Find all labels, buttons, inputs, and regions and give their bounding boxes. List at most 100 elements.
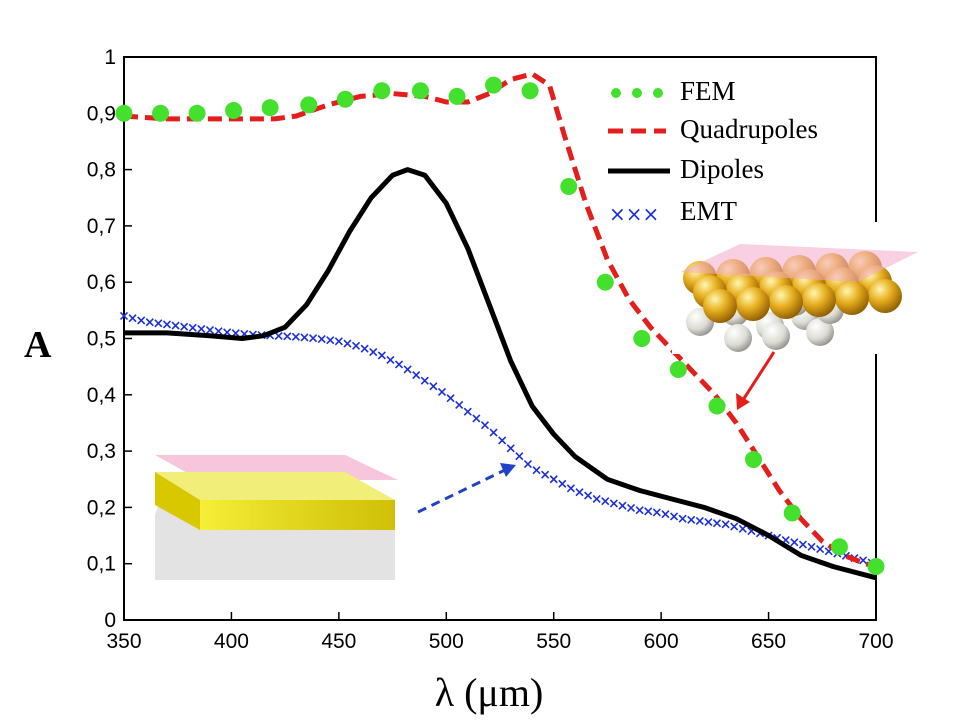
series-quadrupoles-line: [123, 71, 877, 569]
emt-marker: [549, 475, 558, 484]
emt-marker: [635, 506, 644, 515]
emt-marker: [523, 459, 532, 469]
white-sphere: [762, 322, 790, 350]
y-tick-label: 0,1: [87, 553, 116, 576]
emt-marker: [669, 512, 679, 521]
emt-marker: [532, 466, 541, 475]
svg-text:×××: ×××: [609, 202, 659, 226]
y-tick-label: 0: [104, 609, 116, 632]
legend-item-emt: ××× EMT: [609, 196, 738, 226]
fem-point: [783, 504, 801, 522]
emt-marker: [730, 522, 739, 531]
legend-item-dipoles: Dipoles: [608, 154, 764, 184]
legend-item-fem: FEM: [611, 76, 736, 106]
x-tick-label: 700: [858, 630, 893, 653]
emt-marker: [790, 538, 799, 547]
fem-point: [745, 451, 763, 469]
fem-point: [300, 96, 318, 114]
gold-sphere: [769, 285, 803, 319]
emt-marker: [687, 515, 696, 524]
series-dipoles-line: [124, 167, 877, 581]
emt-marker: [343, 339, 352, 348]
emt-marker: [412, 371, 421, 380]
x-tick-label: 450: [321, 630, 356, 653]
fem-point: [830, 538, 848, 556]
emt-marker: [386, 355, 395, 364]
emt-marker: [515, 452, 524, 461]
emt-marker: [455, 400, 464, 409]
emt-marker: [317, 334, 326, 344]
fem-point: [521, 82, 539, 100]
fem-point: [225, 101, 243, 119]
y-tick-label: 0,8: [87, 159, 116, 182]
y-tick-label: 0,2: [87, 496, 116, 519]
emt-marker: [326, 336, 335, 345]
quadrupoles-arrow: [736, 351, 776, 410]
emt-marker: [816, 544, 825, 554]
emt-marker: [197, 324, 206, 333]
legend-label-quadrupoles: Quadrupoles: [680, 114, 818, 144]
emt-marker: [369, 347, 378, 357]
fem-point: [188, 104, 206, 122]
emt-marker: [678, 514, 687, 523]
fem-point: [115, 104, 133, 122]
emt-marker: [171, 321, 180, 330]
emt-marker: [575, 488, 584, 497]
emt-marker: [145, 318, 154, 327]
emt-marker: [506, 444, 515, 453]
legend-label-dipoles: Dipoles: [680, 154, 764, 184]
emt-marker: [360, 344, 369, 353]
x-tick-label: 600: [644, 630, 679, 653]
emt-marker: [480, 421, 490, 430]
x-tick-label: 350: [106, 630, 141, 653]
fem-point: [336, 90, 354, 108]
y-tick-label: 0,5: [87, 328, 116, 351]
legend-label-emt: EMT: [680, 196, 738, 226]
fem-point: [596, 273, 614, 291]
emt-marker: [119, 311, 129, 321]
y-tick-label: 0,7: [87, 215, 116, 238]
emt-marker: [609, 499, 618, 508]
series-fem: [115, 76, 885, 576]
emt-marker: [420, 376, 429, 385]
fem-point: [708, 397, 726, 415]
emt-marker: [489, 428, 498, 437]
y-tick-label: 1: [104, 46, 116, 69]
x-tick-label: 500: [429, 630, 464, 653]
legend: FEM Quadrupoles Dipoles ××× EMT: [608, 76, 818, 226]
legend-item-quadrupoles: Quadrupoles: [608, 114, 818, 144]
emt-marker: [351, 341, 361, 350]
emt-marker: [712, 519, 722, 528]
emt-marker: [429, 382, 438, 391]
emt-marker: [446, 394, 455, 403]
gold-sphere: [835, 281, 869, 315]
emt-marker: [652, 508, 661, 517]
emt-marker: [472, 414, 481, 423]
emt-marker: [618, 501, 627, 510]
y-tick-label: 0,9: [87, 102, 116, 125]
gold-sphere: [868, 279, 902, 313]
emt-marker: [584, 491, 593, 500]
x-axis-label: λ (μm): [435, 670, 544, 715]
emt-marker: [661, 510, 670, 519]
emt-marker: [205, 325, 215, 335]
fem-point: [448, 87, 466, 105]
emt-marker: [154, 319, 163, 328]
emt-marker: [592, 494, 601, 504]
fem-point: [152, 104, 170, 122]
emt-marker: [463, 407, 472, 416]
series-layer: [115, 71, 885, 581]
emt-marker: [283, 332, 292, 341]
emt-marker: [137, 316, 146, 325]
emt-marker: [291, 332, 300, 341]
emt-marker: [128, 314, 137, 323]
emt-marker: [541, 470, 550, 479]
emt-marker: [403, 365, 412, 374]
emt-marker: [601, 497, 610, 506]
emt-marker: [274, 331, 283, 340]
fem-point: [485, 76, 503, 94]
emt-marker: [798, 540, 808, 549]
x-tick-label: 400: [214, 630, 249, 653]
emt-marker: [807, 542, 816, 551]
